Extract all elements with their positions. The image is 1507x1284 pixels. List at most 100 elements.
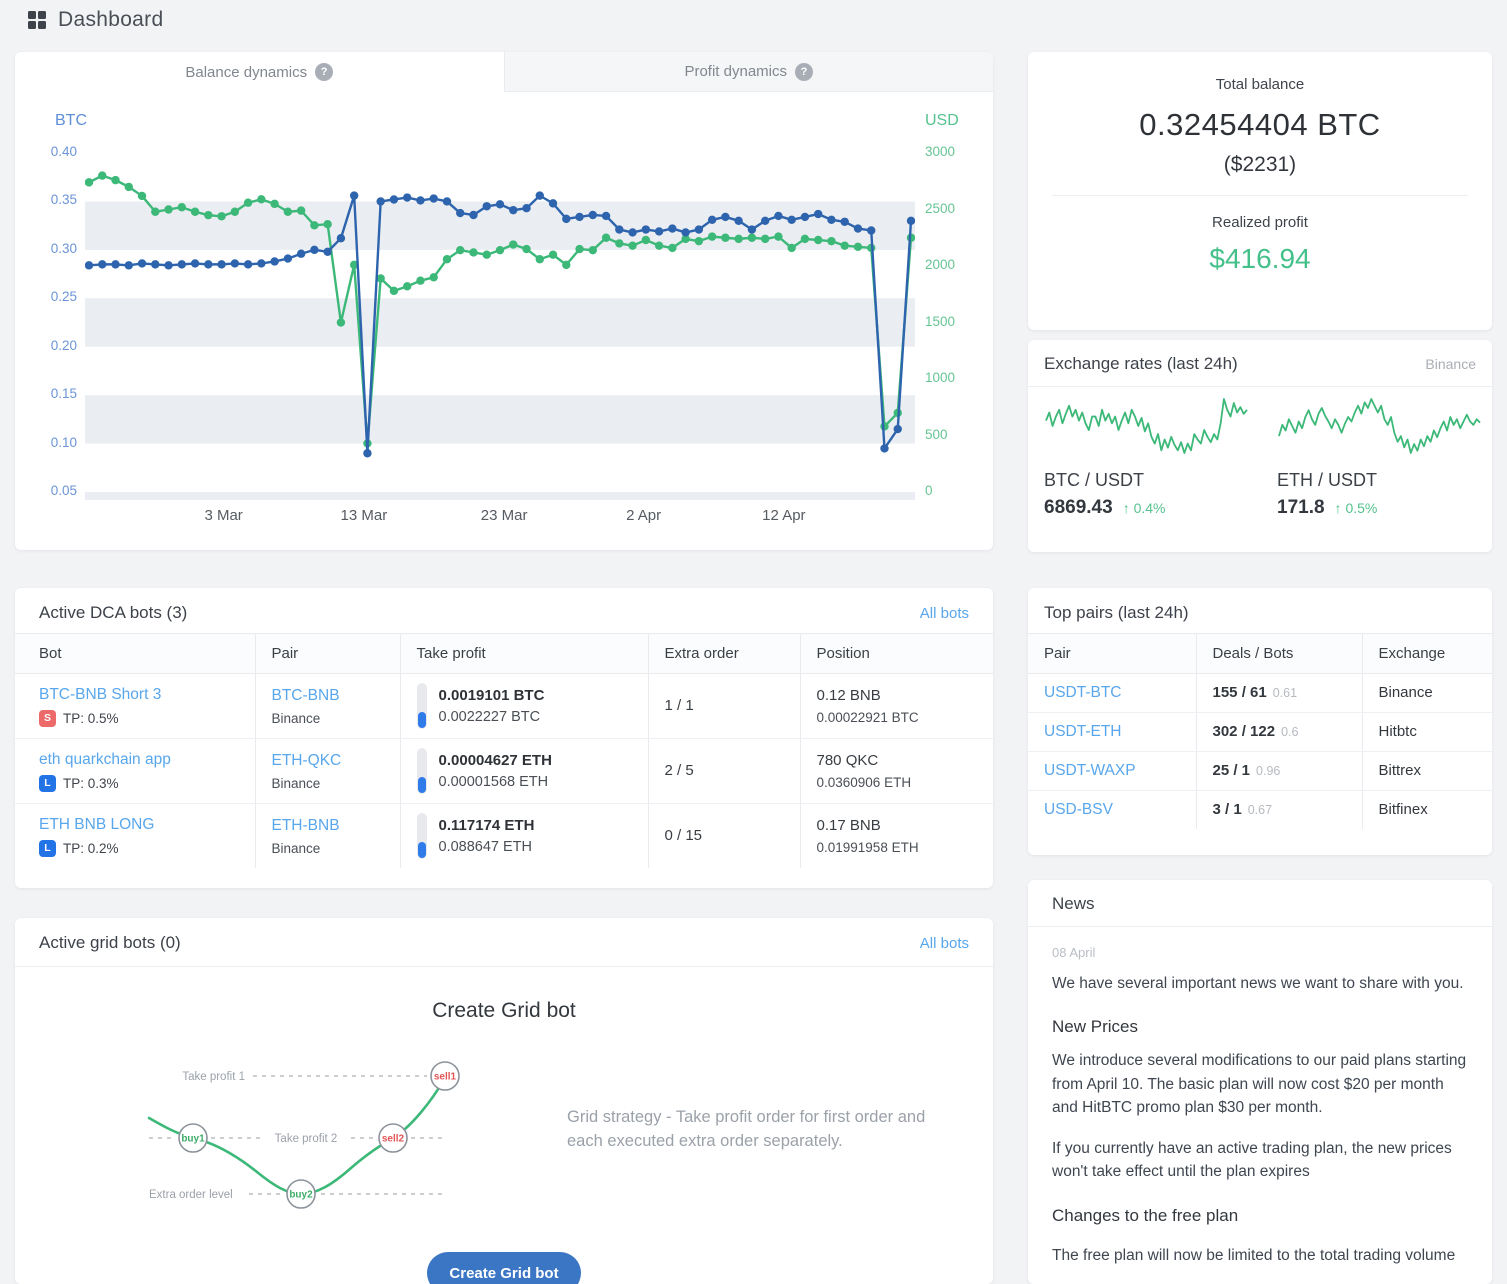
take-profit-current: 0.0022227 BTC <box>438 709 541 725</box>
balance-chart-svg[interactable] <box>85 145 915 500</box>
table-row: USD-BSV 3 / 1 0.67 Bitfinex <box>1028 790 1492 829</box>
tp-percent: TP: 0.2% <box>63 840 119 856</box>
grid-strategy-description: Grid strategy - Take profit order for fi… <box>567 1108 926 1150</box>
y-tick: 0.40 <box>50 144 77 159</box>
y-tick: 0.25 <box>50 289 77 305</box>
table-row: ETH BNB LONG L TP: 0.2% ETH-BNB Binance <box>15 803 993 868</box>
position-amount: 780 QKC <box>816 752 879 769</box>
exchange-name: Binance <box>1378 684 1433 701</box>
y-tick: 500 <box>925 426 948 442</box>
left-axis-label: BTC <box>55 112 87 129</box>
rate-price: 171.8 <box>1277 497 1325 518</box>
take-profit-1-label: Take profit 1 <box>182 1071 245 1083</box>
sell1-label: sell1 <box>434 1072 457 1083</box>
grid-all-bots-link[interactable]: All bots <box>919 934 969 952</box>
news-intro: We have several important news we want t… <box>1052 975 1464 992</box>
bot-name-link[interactable]: eth quarkchain app <box>39 750 171 768</box>
deals-ratio: 0.96 <box>1256 764 1281 778</box>
active-grid-bots-card: Active grid bots (0) All bots Create Gri… <box>15 918 993 1284</box>
grid-bots-title: Active grid bots (0) <box>39 933 181 952</box>
total-balance-btc: 0.32454404 BTC <box>1139 107 1381 142</box>
realized-profit-value: $416.94 <box>1209 243 1311 274</box>
col-header-deals-bots: Deals / Bots <box>1196 633 1363 674</box>
active-dca-bots-card: Active DCA bots (3) All bots Bot Pair Ta… <box>15 588 993 888</box>
col-header-pair: Pair <box>1028 633 1197 674</box>
y-tick: 1500 <box>925 313 956 329</box>
deals-count: 302 / 122 <box>1212 723 1276 740</box>
col-header-take-profit: Take profit <box>400 633 649 674</box>
y-tick: 0.05 <box>50 483 77 498</box>
tab-balance-dynamics[interactable]: Balance dynamics <box>15 52 504 92</box>
tab-profit-dynamics[interactable]: Profit dynamics <box>503 52 993 92</box>
balance-chart-card: Balance dynamics Profit dynamics BTC USD… <box>15 52 993 550</box>
y-tick: 2000 <box>925 257 956 272</box>
help-icon[interactable] <box>315 63 334 81</box>
sell2-label: sell2 <box>382 1134 405 1145</box>
pair-exchange: Binance <box>271 775 321 791</box>
news-paragraph: We introduce several modifications to ou… <box>1052 1052 1467 1116</box>
buy2-node <box>286 1179 316 1209</box>
position-amount: 0.17 BNB <box>816 817 881 834</box>
buy2-label: buy2 <box>289 1190 313 1201</box>
pair-link[interactable]: USDT-ETH <box>1044 723 1122 740</box>
position-value: 0.01991958 ETH <box>816 840 919 855</box>
deals-count: 25 / 1 <box>1212 762 1251 779</box>
take-profit-gauge-icon <box>416 683 427 729</box>
exchange-name: Bitfinex <box>1378 801 1428 818</box>
right-axis-label: USD <box>925 112 959 129</box>
divider <box>1052 195 1468 196</box>
position-amount: 0.12 BNB <box>816 687 881 704</box>
top-pairs-title: Top pairs (last 24h) <box>1044 603 1189 622</box>
pair-link[interactable]: BTC-BNB <box>271 686 340 704</box>
pair-link[interactable]: ETH-QKC <box>271 751 342 769</box>
realized-profit-label: Realized profit <box>1212 214 1308 231</box>
col-header-position: Position <box>800 633 993 674</box>
deals-ratio: 0.67 <box>1247 803 1273 817</box>
y-tick: 0.15 <box>50 386 77 402</box>
long-badge: L <box>39 839 56 857</box>
pair-link[interactable]: USD-BSV <box>1044 801 1113 818</box>
dca-bots-title: Active DCA bots (3) <box>39 603 188 622</box>
x-tick: 2 Apr <box>626 507 662 524</box>
y-tick: 1000 <box>925 370 956 385</box>
x-axis-labels: 3 Mar 13 Mar 23 Mar 2 Apr 12 Apr <box>85 507 915 529</box>
y-tick: 0.20 <box>50 337 77 353</box>
table-row: BTC-BNB Short 3 S TP: 0.5% BTC-BNB Binan… <box>15 673 993 739</box>
take-profit-2-label: Take profit 2 <box>275 1133 338 1145</box>
deals-ratio: 0.6 <box>1281 725 1299 739</box>
sell1-node <box>430 1061 460 1091</box>
total-balance-label: Total balance <box>1215 76 1305 93</box>
rate-item-btc-usdt: BTC / USDT 6869.43 0.4% <box>1044 395 1249 519</box>
btc-usdt-sparkline <box>1045 398 1248 454</box>
bot-name-link[interactable]: ETH BNB LONG <box>39 815 155 833</box>
total-balance-card: Total balance 0.32454404 BTC ($2231) Rea… <box>1028 52 1492 330</box>
take-profit-target: 0.0019101 BTC <box>438 687 545 704</box>
col-header-bot: Bot <box>15 633 256 674</box>
dca-all-bots-link[interactable]: All bots <box>919 604 969 622</box>
bot-name-link[interactable]: BTC-BNB Short 3 <box>39 685 162 703</box>
extra-order-level-label: Extra order level <box>149 1189 233 1201</box>
extra-order-count: 0 / 15 <box>664 827 703 844</box>
create-grid-bot-button[interactable]: Create Grid bot <box>427 1252 581 1284</box>
rate-pair-label: ETH / USDT <box>1277 470 1378 490</box>
news-title: News <box>1052 894 1095 913</box>
tp-percent: TP: 0.5% <box>63 710 119 726</box>
table-row: eth quarkchain app L TP: 0.3% ETH-QKC Bi… <box>15 738 993 804</box>
y-tick: 0 <box>925 483 933 498</box>
y-tick: 3000 <box>925 144 956 159</box>
pair-link[interactable]: ETH-BNB <box>271 816 340 834</box>
take-profit-current: 0.00001568 ETH <box>438 774 549 790</box>
news-heading: New Prices <box>1052 1017 1138 1037</box>
exchange-rates-source: Binance <box>1425 356 1476 372</box>
extra-order-count: 2 / 5 <box>664 762 694 779</box>
total-balance-usd: ($2231) <box>1223 153 1297 176</box>
exchange-rates-card: Exchange rates (last 24h) Binance BTC / … <box>1028 340 1492 552</box>
pair-link[interactable]: USDT-BTC <box>1044 684 1122 701</box>
help-icon[interactable] <box>795 62 814 81</box>
top-pairs-card: Top pairs (last 24h) Pair Deals / Bots E… <box>1028 588 1492 855</box>
pair-link[interactable]: USDT-WAXP <box>1044 762 1136 779</box>
exchange-name: Bittrex <box>1378 762 1422 779</box>
chart-tabs: Balance dynamics Profit dynamics <box>15 52 993 92</box>
right-axis-ticks: 3000 2500 2000 1500 1000 500 0 <box>925 52 967 550</box>
take-profit-target: 0.00004627 ETH <box>438 752 552 769</box>
